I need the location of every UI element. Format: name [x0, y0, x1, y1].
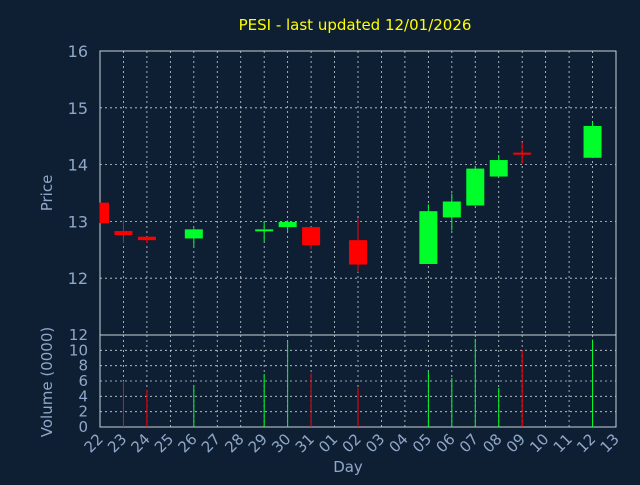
volume-tick-label: 6: [78, 372, 88, 390]
x-tick-label: 25: [151, 430, 177, 456]
x-tick-label: 11: [550, 430, 576, 456]
x-tick-label: 30: [268, 430, 294, 456]
volume-bars: [122, 338, 594, 427]
x-tick-label: 04: [386, 430, 412, 456]
candle-body: [302, 227, 321, 246]
price-grid: [99, 50, 617, 335]
x-tick-label: 23: [104, 430, 130, 456]
x-tick-label: 02: [339, 430, 365, 456]
price-axis-ticks: 12 13 14 15 16: [68, 42, 88, 288]
candle-body: [489, 160, 508, 177]
x-tick-label: 08: [479, 430, 505, 456]
x-axis-ticks: 2223242526272829303101020304050607080910…: [81, 430, 623, 456]
x-tick-label: 31: [292, 430, 318, 456]
x-tick-label: 01: [315, 430, 341, 456]
x-tick-label: 05: [409, 430, 435, 456]
x-tick-label: 06: [432, 430, 458, 456]
candle-body: [513, 152, 532, 155]
candle-body: [137, 236, 156, 241]
candle-body: [278, 221, 297, 228]
candle-body: [466, 168, 485, 206]
x-tick-label: 12: [573, 430, 599, 456]
price-tick-label: 15: [68, 99, 88, 118]
volume-tick-label: 0: [78, 418, 88, 436]
price-tick-label: 16: [68, 42, 88, 61]
x-tick-label: 07: [456, 430, 482, 456]
candle-body: [184, 229, 203, 239]
x-axis-label: Day: [333, 458, 363, 476]
candle-body: [583, 125, 602, 158]
candle-body: [349, 240, 367, 265]
volume-tick-label: 10: [69, 341, 88, 359]
candle-body: [442, 201, 461, 218]
x-tick-label: 27: [198, 430, 224, 456]
price-tick-label: 14: [68, 156, 88, 175]
price-tick-label: 13: [68, 212, 88, 231]
x-tick-label: 24: [128, 430, 154, 456]
price-tick-label: 12: [68, 269, 88, 288]
x-tick-label: 28: [221, 430, 247, 456]
x-tick-label: 03: [362, 430, 388, 456]
volume-tick-label: 4: [78, 387, 88, 405]
price-axis-label: Price: [38, 175, 56, 212]
candles: [99, 122, 602, 272]
chart-title: PESI - last updated 12/01/2026: [239, 16, 472, 34]
x-tick-label: 10: [526, 430, 552, 456]
volume-tick-label: 12: [69, 326, 88, 344]
volume-tick-label: 8: [78, 357, 88, 375]
candle-body: [255, 229, 274, 232]
candle-body: [100, 202, 109, 224]
x-tick-label: 09: [503, 430, 529, 456]
candle-body: [114, 231, 133, 236]
candle-body: [419, 211, 438, 264]
x-tick-label: 29: [245, 430, 271, 456]
x-tick-label: 13: [597, 430, 623, 456]
volume-axis-label: Volume (0000): [38, 327, 56, 437]
volume-tick-label: 2: [78, 403, 88, 421]
x-tick-label: 26: [174, 430, 200, 456]
